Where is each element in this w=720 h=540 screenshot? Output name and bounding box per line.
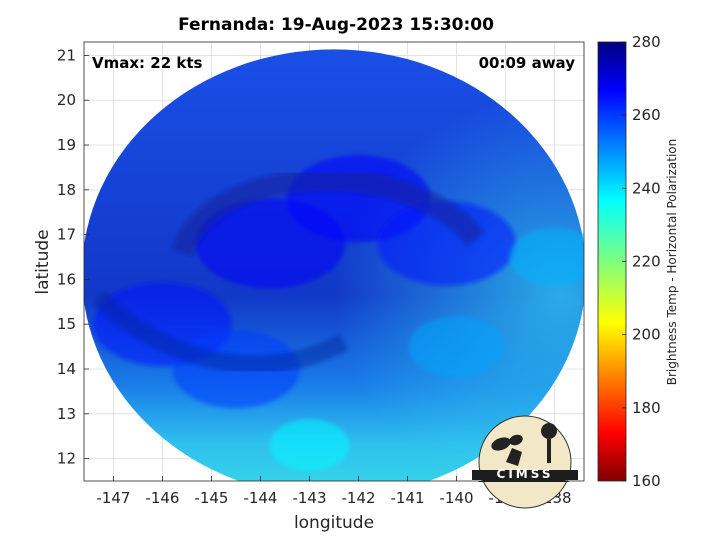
colorbar-tick-label: 220 bbox=[632, 253, 661, 271]
y-tick-label: 20 bbox=[57, 91, 76, 109]
logo-label: CIMSS bbox=[497, 467, 554, 481]
satellite-dish-icon bbox=[506, 448, 522, 466]
colorbar-tick-label: 200 bbox=[632, 326, 661, 344]
colorbar-label: Brightness Temp - Horizontal Polarizatio… bbox=[665, 139, 679, 386]
y-tick-label: 17 bbox=[57, 226, 76, 244]
swath-feature bbox=[377, 201, 517, 286]
colorbar-ticks: 160 180 200 220 240 260 280 bbox=[622, 33, 661, 490]
swath-feature bbox=[269, 419, 350, 472]
swath-feature bbox=[408, 316, 505, 378]
x-tick-label: -147 bbox=[96, 489, 130, 507]
water-tower-icon bbox=[541, 423, 557, 439]
x-tick-label: -142 bbox=[341, 489, 375, 507]
y-tick-label: 14 bbox=[57, 360, 76, 378]
colorbar-tick-label: 240 bbox=[632, 179, 661, 197]
y-tick-label: 15 bbox=[57, 315, 76, 333]
colorbar-tick-label: 280 bbox=[632, 33, 661, 51]
x-tick-label: -144 bbox=[243, 489, 277, 507]
microwave-swath bbox=[84, 49, 584, 481]
x-tick-label: -143 bbox=[292, 489, 326, 507]
x-tick-label: -141 bbox=[391, 489, 425, 507]
outer-band bbox=[92, 290, 349, 374]
colorbar-tick-label: 260 bbox=[632, 106, 661, 124]
colorbar-tick-label: 160 bbox=[632, 472, 661, 490]
y-tick-label: 19 bbox=[57, 136, 76, 154]
time-away-annotation: 00:09 away bbox=[479, 54, 576, 72]
y-tick-label: 12 bbox=[57, 450, 76, 468]
x-axis-label: longitude bbox=[294, 513, 374, 533]
colorbar-gradient bbox=[597, 41, 627, 482]
plot-area: -147-146-145-144-143-142-141-140-139-138… bbox=[33, 41, 585, 533]
colorbar-tick-label: 180 bbox=[632, 399, 661, 417]
x-tick-label: -145 bbox=[194, 489, 228, 507]
logo-disc bbox=[478, 415, 572, 509]
chart-title: Fernanda: 19-Aug-2023 15:30:00 bbox=[178, 15, 494, 35]
y-tick-label: 16 bbox=[57, 270, 76, 288]
x-tick-label: -140 bbox=[440, 489, 474, 507]
x-axis-ticks: -147-146-145-144-143-142-141-140-139-138 bbox=[96, 476, 572, 507]
plot-border bbox=[83, 41, 585, 482]
y-tick-label: 18 bbox=[57, 181, 76, 199]
colorbar: 160 180 200 220 240 260 280 Brightness Temp - … bbox=[597, 33, 679, 490]
y-axis-label: latitude bbox=[33, 229, 53, 294]
y-tick-label: 13 bbox=[57, 405, 76, 423]
x-tick-label: -146 bbox=[145, 489, 179, 507]
cimss-logo: CIMSS bbox=[472, 415, 578, 509]
vmax-annotation: Vmax: 22 kts bbox=[92, 54, 202, 72]
spiral-band bbox=[171, 169, 485, 257]
y-axis-ticks: 12 13 14 15 16 17 18 19 20 21 bbox=[57, 46, 89, 468]
swath-feature bbox=[509, 228, 584, 286]
y-tick-label: 21 bbox=[57, 46, 76, 64]
